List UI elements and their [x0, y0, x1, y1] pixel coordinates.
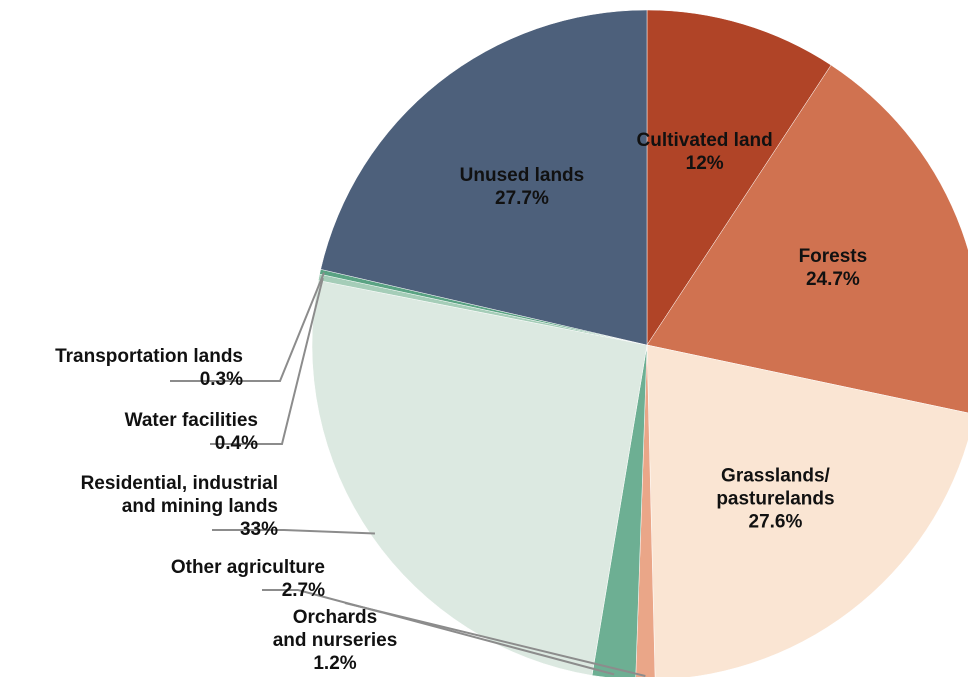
leader-line [262, 589, 615, 676]
label-line: Orchards [293, 607, 377, 628]
slice-label: Water facilities 0.4% [125, 410, 259, 454]
label-line: pasturelands [716, 489, 834, 510]
label-line: Water facilities [125, 410, 258, 431]
slice-label: Transportation lands 0.3% [55, 346, 243, 390]
value-label: 24.7% [806, 269, 860, 290]
value-label: 0.3% [200, 369, 243, 390]
value-label: 27.7% [495, 188, 549, 209]
slice-label: Other agriculture 2.7% [171, 557, 325, 601]
pie-slice [646, 9, 832, 346]
label-line: Other agriculture [171, 557, 325, 578]
label-line: and mining lands [122, 496, 278, 517]
label-line: Forests [799, 246, 868, 267]
label-line: Unused lands [460, 165, 585, 186]
leader-line [212, 529, 375, 535]
label-line: Grasslands/ [721, 466, 830, 487]
pie-slice [646, 344, 968, 677]
pie-slice [646, 64, 968, 414]
leader-line [210, 277, 324, 445]
slice-label: Grasslands/pasturelands 27.6% [716, 466, 834, 533]
value-label: 27.6% [749, 512, 803, 533]
pie-slice [311, 280, 648, 676]
value-label: 2.7% [282, 580, 325, 601]
label-line: and nurseries [273, 630, 398, 651]
slice-label: Unused lands 27.7% [460, 165, 585, 209]
label-line: Residential, industrial [81, 473, 278, 494]
pie-slice [635, 344, 656, 677]
slice-label: Residential, industrial and mining lands 3… [81, 473, 279, 540]
value-label: 33% [240, 519, 278, 540]
value-label: 0.4% [215, 433, 258, 454]
value-label: 12% [686, 153, 724, 174]
slice-label: Orchards and nurseries 1.2% [273, 607, 398, 674]
leader-line [170, 272, 325, 382]
label-line: Transportation lands [55, 346, 243, 367]
pie-slice [320, 9, 648, 346]
label-line: Cultivated land [637, 130, 773, 151]
slice-label: Forests 24.7% [799, 246, 868, 290]
slice-label: Cultivated land 12% [637, 130, 773, 174]
value-label: 1.2% [313, 653, 356, 674]
